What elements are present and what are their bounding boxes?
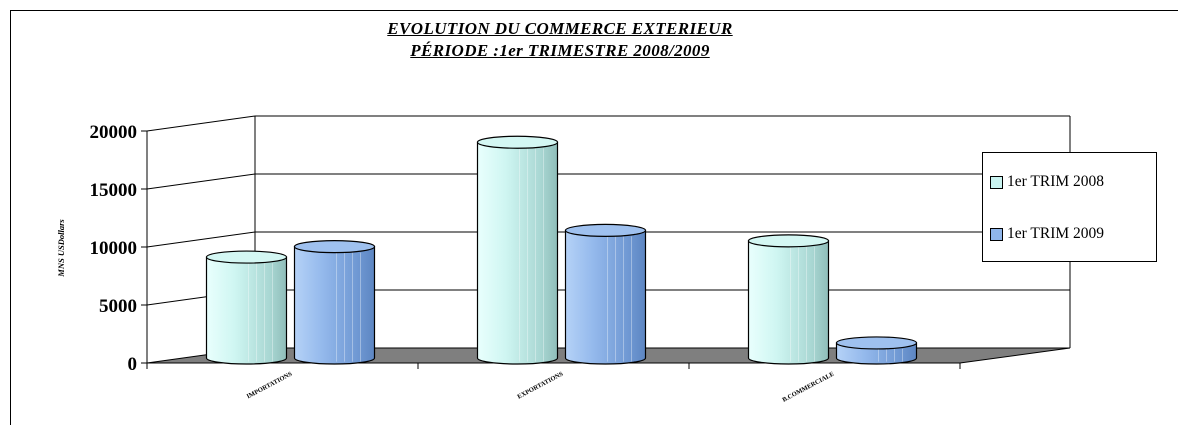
y-tick-label-4: 20000 [90, 122, 138, 143]
axis-layer [141, 130, 961, 369]
bar-top [205, 250, 288, 264]
grid-layer [146, 115, 1071, 348]
chart-title-line-1: EVOLUTION DU COMMERCE EXTERIEUR [387, 19, 733, 38]
bar-body [747, 240, 830, 365]
bar-top [835, 336, 918, 350]
bar-1er-trim-2008-importations [205, 250, 288, 365]
legend-swatch-2008 [990, 175, 1003, 189]
bar-body [205, 256, 288, 365]
bar-top [293, 240, 376, 254]
y-tick-label-1: 5000 [99, 296, 137, 317]
x-tick-label-1: EXPORTATIONS [516, 370, 564, 400]
gridline-side-4 [146, 115, 256, 132]
y-axis-title: MNS USDollars [56, 219, 66, 278]
gridline-side-3 [146, 173, 256, 190]
bar-body [293, 246, 376, 365]
x-tick-label-2: B.COMMERCIALE [781, 371, 835, 404]
y-tick-label-3: 15000 [90, 180, 138, 201]
legend-label-2008: 1er TRIM 2008 [1007, 173, 1105, 190]
gridline-side-2 [146, 231, 256, 248]
x-tick-label-0: IMPORTATIONS [246, 370, 294, 400]
chart-title: EVOLUTION DU COMMERCE EXTERIEUR PÉRIODE … [0, 18, 1120, 62]
legend-item-2008: 1er TRIM 2008 [990, 173, 1104, 191]
bar-layer [205, 135, 918, 365]
bar-1er-trim-2009-exportations [564, 223, 647, 365]
bar-1er-trim-2009-importations [293, 240, 376, 365]
bar-1er-trim-2008-exportations [476, 135, 559, 365]
bar-top [747, 234, 830, 248]
bar-top [564, 223, 647, 237]
bar-body [476, 141, 559, 365]
legend-label-2009: 1er TRIM 2009 [1007, 225, 1105, 242]
chart-frame [10, 10, 1178, 425]
bar-top [476, 135, 559, 149]
legend-item-2009: 1er TRIM 2009 [990, 225, 1104, 243]
y-tick-label-0: 0 [128, 354, 138, 375]
legend: 1er TRIM 2008 1er TRIM 2009 [982, 152, 1157, 262]
y-tick-label-2: 10000 [90, 238, 138, 259]
bar-1er-trim-2009-b.commerciale [835, 336, 918, 365]
bar-body [564, 229, 647, 365]
legend-swatch-2009 [990, 227, 1003, 241]
bar-1er-trim-2008-b.commerciale [747, 234, 830, 365]
chart-title-line-2: PÉRIODE :1er TRIMESTRE 2008/2009 [410, 41, 710, 60]
